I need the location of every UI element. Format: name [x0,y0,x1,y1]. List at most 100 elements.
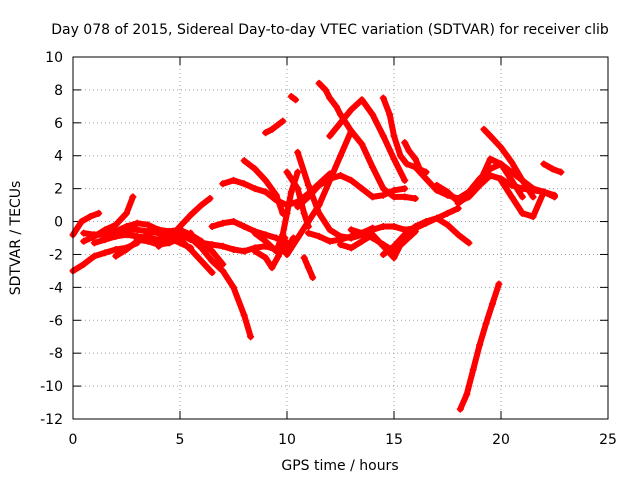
y-tick-label: -4 [49,280,63,296]
data-point [123,209,130,217]
data-point [247,333,255,341]
data-point [529,193,537,201]
data-point [379,191,387,199]
data-point [240,180,248,188]
data-point [283,209,291,217]
data-point [304,229,312,237]
data-point [80,260,88,268]
y-tick-label: 10 [45,50,63,66]
data-point [274,252,282,260]
data-point [300,254,308,262]
data-point [274,120,282,128]
data-point [300,209,308,217]
data-point [112,232,120,240]
data-point [488,300,496,308]
data-point [197,257,205,265]
data-point [508,193,516,201]
series-track-38 [456,280,503,413]
data-point [379,132,387,140]
x-tick-label: 15 [385,432,403,448]
data-point [454,199,462,207]
data-point [540,160,548,168]
series-line [155,195,213,250]
data-point [112,252,120,260]
data-point [262,188,270,196]
series-line [316,80,419,202]
data-point [176,231,184,239]
series-line [480,126,537,200]
data-point [495,280,503,288]
data-point [283,244,291,252]
data-point [268,264,276,272]
data-point [403,160,411,168]
y-axis-label: SDTVAR / TECUs [8,181,24,296]
data-point [433,181,441,189]
y-tick-label: 0 [54,215,63,231]
data-point [401,193,409,201]
data-point [304,218,312,226]
data-point [369,163,377,171]
data-point [463,390,471,398]
data-point [337,111,344,119]
data-point [390,193,398,201]
data-point [347,244,355,252]
data-point [390,132,398,140]
data-point [337,171,344,179]
data-point [208,222,216,230]
data-point [240,222,248,230]
data-point [508,158,516,166]
y-tick-label: -10 [40,379,63,395]
data-point [230,176,237,184]
data-point [272,191,280,199]
data-point [379,250,387,258]
data-point [112,246,120,254]
data-point [208,257,216,265]
data-point [268,125,276,133]
data-point [240,157,248,165]
data-point [133,232,141,240]
data-point [548,165,556,173]
data-point [283,168,291,176]
y-tick-label: -8 [49,346,63,362]
data-point [476,341,484,349]
data-point [289,234,297,242]
data-point [144,221,152,229]
series-track-26 [326,96,409,184]
data-point [486,132,494,140]
series-track-35 [480,125,537,201]
data-point [518,193,526,201]
data-point [279,231,287,239]
data-point [294,203,302,211]
data-point [208,269,216,277]
series-track-14 [240,157,287,217]
data-point [422,218,430,226]
data-point [230,283,237,291]
data-point [497,176,505,184]
data-point [90,252,98,260]
series-track-28 [347,226,419,255]
data-point [155,229,163,237]
data-point [480,125,488,133]
series-line [455,156,558,207]
x-tick-label: 25 [599,432,617,448]
data-point [396,152,404,160]
data-point [206,195,214,203]
data-point [187,211,195,219]
data-point [486,155,494,163]
data-point [80,229,88,237]
data-point [80,237,88,245]
y-tick-label: -2 [49,247,63,263]
data-point [262,129,270,137]
data-point [390,254,398,262]
data-point [315,209,323,217]
data-point [95,209,103,217]
data-point [315,181,323,189]
series-track-29 [379,94,430,176]
data-point [123,246,130,254]
data-point [347,127,355,135]
data-point [497,144,505,151]
data-point [469,366,477,374]
data-point [411,155,419,163]
data-point [326,226,334,234]
